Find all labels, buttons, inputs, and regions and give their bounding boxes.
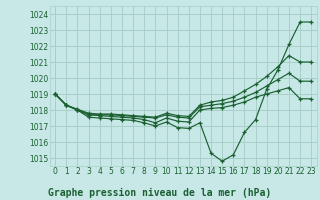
Text: Graphe pression niveau de la mer (hPa): Graphe pression niveau de la mer (hPa) [48, 188, 272, 198]
